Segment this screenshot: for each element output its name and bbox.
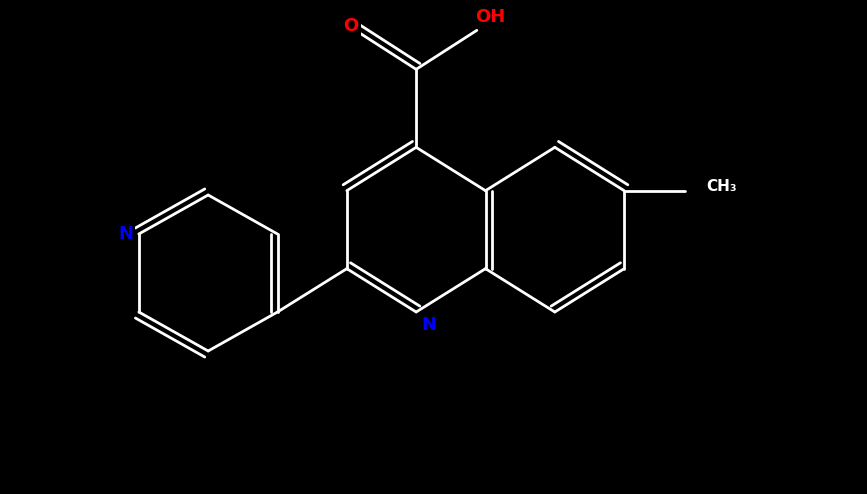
Text: O: O [343,17,359,35]
Text: N: N [118,225,134,243]
Text: N: N [421,316,437,334]
Text: CH₃: CH₃ [707,179,737,194]
Text: OH: OH [475,8,505,26]
